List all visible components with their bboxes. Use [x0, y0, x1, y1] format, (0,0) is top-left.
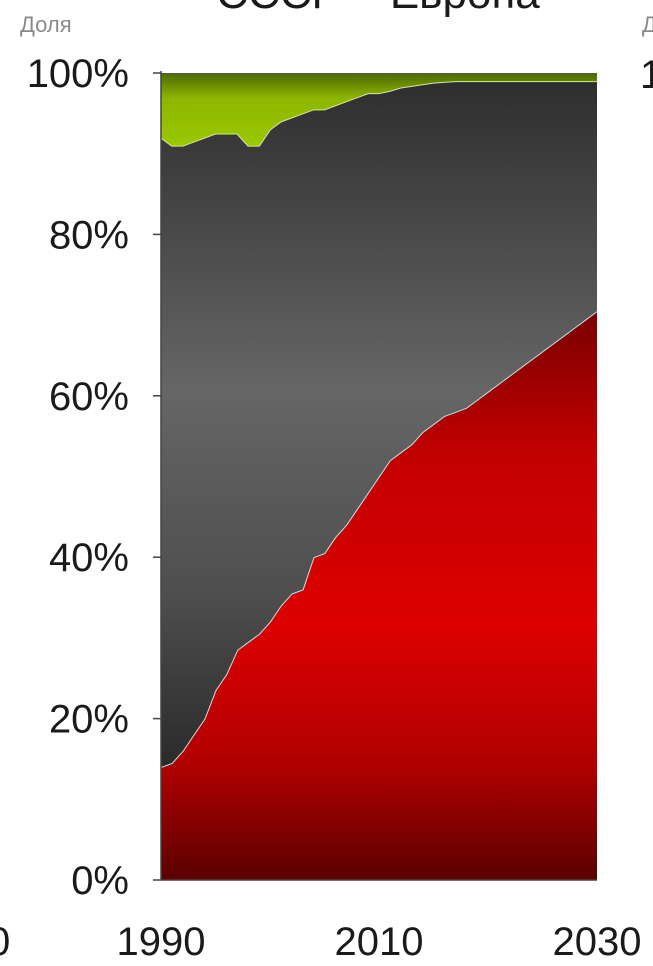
clipped-right-tick: 1	[640, 53, 653, 97]
x-tick-label: 2010	[335, 920, 424, 964]
x-tick-label: 2030	[553, 920, 642, 964]
y-tick-label: 100%	[27, 52, 129, 96]
y-tick-label: 0%	[71, 859, 129, 903]
y-tick-label: 80%	[49, 213, 129, 257]
clipped-right-label: Д	[642, 12, 653, 37]
y-axis-label: Доля	[20, 12, 72, 37]
chart-title: СССР – Европа	[216, 0, 540, 18]
y-tick-label: 60%	[49, 375, 129, 419]
y-tick-label: 20%	[49, 698, 129, 742]
y-tick-label: 40%	[49, 536, 129, 580]
x-tick-label: 1990	[117, 920, 206, 964]
clipped-left-tick: 0	[0, 920, 10, 964]
